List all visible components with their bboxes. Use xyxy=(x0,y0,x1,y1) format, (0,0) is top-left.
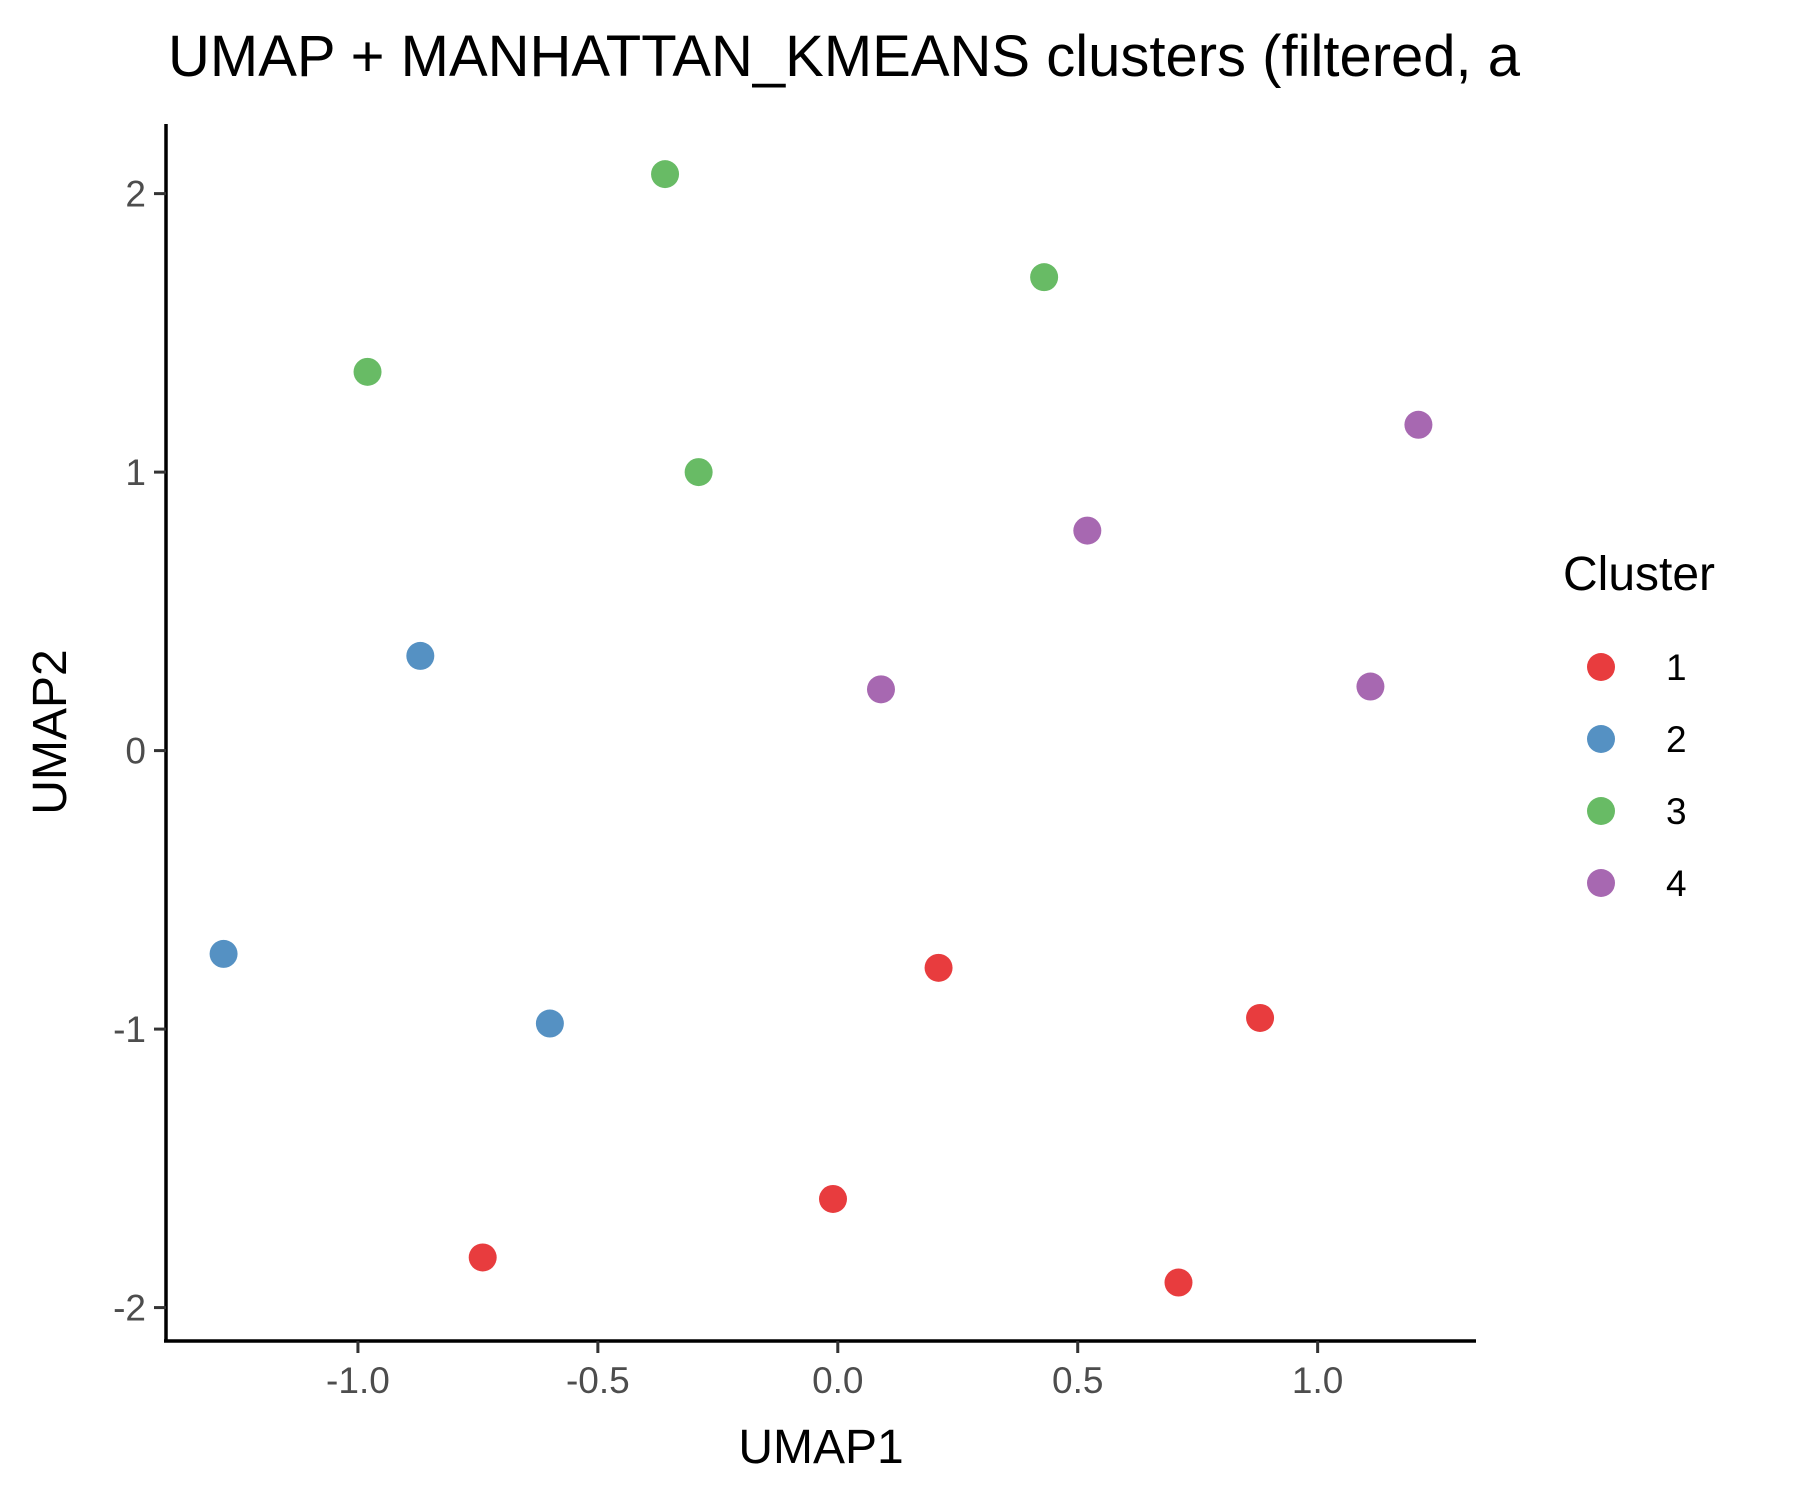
data-point-cluster-4 xyxy=(1356,672,1385,701)
data-point-cluster-3 xyxy=(651,160,680,189)
data-point-cluster-1 xyxy=(1164,1268,1193,1297)
legend-key-4 xyxy=(1587,869,1615,897)
y-tick-label: 0 xyxy=(125,731,146,772)
plot-title: UMAP + MANHATTAN_KMEANS clusters (filter… xyxy=(168,24,1521,89)
data-point-cluster-1 xyxy=(818,1184,847,1213)
legend-key-1 xyxy=(1587,653,1615,681)
legend-label-3: 3 xyxy=(1666,791,1687,832)
data-point-cluster-3 xyxy=(684,458,713,487)
legend-label-4: 4 xyxy=(1666,863,1687,904)
x-tick-label: 1.0 xyxy=(1292,1360,1343,1401)
data-point-cluster-1 xyxy=(468,1243,497,1272)
points-layer xyxy=(209,160,1433,1297)
data-point-cluster-1 xyxy=(924,953,953,982)
data-point-cluster-4 xyxy=(866,675,895,704)
data-point-cluster-2 xyxy=(209,939,238,968)
y-tick-label: 1 xyxy=(125,452,146,493)
legend-label-1: 1 xyxy=(1666,647,1687,688)
y-axis-ticks: -2 -1 0 1 2 xyxy=(113,174,166,1329)
x-tick-label: 0.0 xyxy=(812,1360,863,1401)
data-point-cluster-4 xyxy=(1404,410,1433,439)
y-axis-title: UMAP2 xyxy=(24,649,77,814)
legend-items: 1 2 3 4 xyxy=(1587,647,1687,904)
data-point-cluster-1 xyxy=(1246,1003,1275,1032)
legend-key-3 xyxy=(1587,797,1615,825)
data-point-cluster-3 xyxy=(1030,263,1059,292)
y-tick-label: 2 xyxy=(125,174,146,215)
x-tick-label: 0.5 xyxy=(1052,1360,1103,1401)
data-point-cluster-2 xyxy=(535,1009,564,1038)
x-tick-label: -0.5 xyxy=(566,1360,630,1401)
x-tick-label: -1.0 xyxy=(326,1360,390,1401)
data-point-cluster-3 xyxy=(353,357,382,386)
legend-label-2: 2 xyxy=(1666,719,1687,760)
y-tick-label: -1 xyxy=(113,1009,146,1050)
y-tick-label: -2 xyxy=(113,1288,146,1329)
data-point-cluster-4 xyxy=(1073,516,1102,545)
data-point-cluster-2 xyxy=(406,641,435,670)
legend-key-2 xyxy=(1587,725,1615,753)
x-axis-title: UMAP1 xyxy=(738,1421,903,1474)
legend: Cluster 1 2 3 4 xyxy=(1563,548,1715,904)
x-axis-ticks: -1.0 -0.5 0.0 0.5 1.0 xyxy=(326,1341,1343,1401)
legend-title: Cluster xyxy=(1563,548,1715,601)
